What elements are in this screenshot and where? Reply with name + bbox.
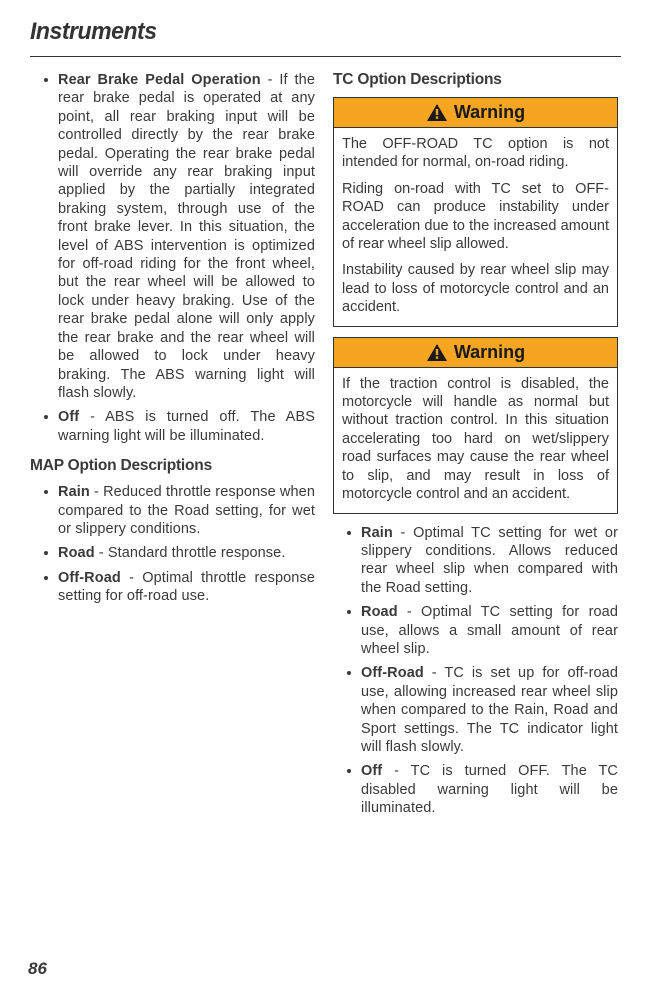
item-body: Rain - Optimal TC setting for wet or sli… — [361, 524, 618, 598]
item-body: Off-Road - Optimal throttle response set… — [58, 569, 315, 606]
bullet-icon — [347, 531, 351, 535]
item-body: Road - Optimal TC setting for road use, … — [361, 603, 618, 658]
map-subhead: MAP Option Descriptions — [30, 457, 315, 475]
columns: Rear Brake Pedal Operation - If the rear… — [30, 71, 621, 824]
list-map: Rain - Reduced throttle response when co… — [30, 483, 315, 605]
warning-title: Warning — [454, 102, 525, 123]
warning-text: Riding on-road with TC set to OFF-ROAD c… — [342, 180, 609, 254]
list-tc: Rain - Optimal TC setting for wet or sli… — [333, 524, 618, 818]
list-item: Rain - Reduced throttle response when co… — [30, 483, 315, 538]
list-item: Off-Road - Optimal throttle response set… — [30, 569, 315, 606]
list-item: Off - TC is turned OFF. The TC disabled … — [333, 762, 618, 817]
bullet-icon — [347, 610, 351, 614]
item-body: Rear Brake Pedal Operation - If the rear… — [58, 71, 315, 402]
warning-title: Warning — [454, 342, 525, 363]
page-number: 86 — [28, 959, 47, 979]
bullet-icon — [347, 671, 351, 675]
page: Instruments Rear Brake Pedal Operation -… — [0, 0, 651, 1001]
warning-text: The OFF-ROAD TC option is not intended f… — [342, 135, 609, 172]
bullet-icon — [44, 490, 48, 494]
bullet-icon — [44, 576, 48, 580]
item-body: Rain - Reduced throttle response when co… — [58, 483, 315, 538]
list-item: Off-Road - TC is set up for off-road use… — [333, 664, 618, 756]
list-item: Rear Brake Pedal Operation - If the rear… — [30, 71, 315, 402]
bullet-icon — [44, 551, 48, 555]
warning-icon — [426, 343, 448, 362]
item-body: Off-Road - TC is set up for off-road use… — [361, 664, 618, 756]
warning-body: If the traction control is disabled, the… — [334, 368, 617, 513]
warning-box: Warning The OFF-ROAD TC option is not in… — [333, 97, 618, 327]
list-item: Off - ABS is turned off. The ABS warning… — [30, 408, 315, 445]
bullet-icon — [44, 78, 48, 82]
warning-body: The OFF-ROAD TC option is not intended f… — [334, 128, 617, 326]
warning-header: Warning — [334, 338, 617, 368]
list-abs: Rear Brake Pedal Operation - If the rear… — [30, 71, 315, 445]
page-title: Instruments — [30, 18, 597, 46]
list-item: Road - Standard throttle response. — [30, 544, 315, 562]
bullet-icon — [347, 769, 351, 773]
item-body: Off - TC is turned OFF. The TC disabled … — [361, 762, 618, 817]
warning-text: If the traction control is disabled, the… — [342, 375, 609, 504]
list-item: Road - Optimal TC setting for road use, … — [333, 603, 618, 658]
tc-subhead: TC Option Descriptions — [333, 71, 618, 89]
item-body: Road - Standard throttle response. — [58, 544, 285, 562]
title-rule — [30, 56, 621, 57]
warning-text: Instability caused by rear wheel slip ma… — [342, 261, 609, 316]
bullet-icon — [44, 415, 48, 419]
warning-box: Warning If the traction control is disab… — [333, 337, 618, 514]
list-item: Rain - Optimal TC setting for wet or sli… — [333, 524, 618, 598]
right-column: TC Option Descriptions Warning The OFF-R… — [333, 71, 618, 824]
warning-header: Warning — [334, 98, 617, 128]
left-column: Rear Brake Pedal Operation - If the rear… — [30, 71, 315, 824]
item-body: Off - ABS is turned off. The ABS warning… — [58, 408, 315, 445]
warning-icon — [426, 103, 448, 122]
